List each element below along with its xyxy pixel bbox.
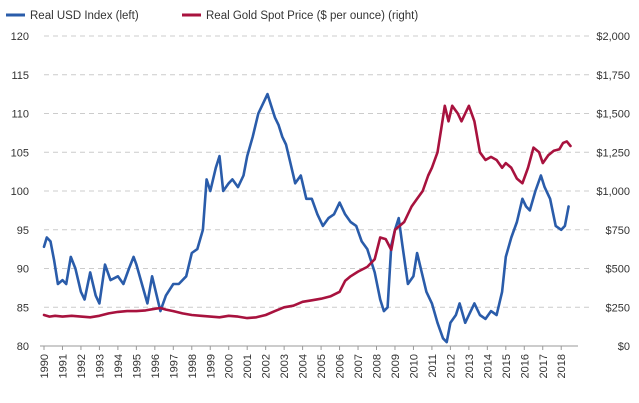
x-tick-label: 2014	[482, 354, 494, 378]
legend-label: Real USD Index (left)	[30, 10, 139, 22]
y-left-tick-label: 105	[11, 147, 29, 159]
y-right-tick-label: $1,750	[596, 70, 630, 82]
series-line-gold-price	[42, 104, 572, 320]
gridlines	[44, 35, 590, 308]
x-tick-label: 1997	[168, 354, 180, 378]
legend-label: Real Gold Spot Price ($ per ounce) (righ…	[206, 10, 418, 22]
y-right-tick-label: $500	[606, 264, 630, 276]
y-right-tick-label: $2,000	[596, 31, 630, 43]
y-left-tick-label: 80	[17, 341, 29, 353]
x-tick-label: 1994	[113, 354, 125, 378]
x-tick-label: 1995	[131, 354, 143, 378]
y-left-tick-label: 115	[11, 70, 29, 82]
legend: Real USD Index (left) Real Gold Spot Pric…	[6, 10, 418, 22]
series-line-usd-index	[42, 92, 570, 344]
x-tick-label: 2016	[519, 354, 531, 378]
x-tick-label: 2004	[298, 354, 310, 378]
x-tick-label: 2003	[279, 354, 291, 378]
x-tick-label: 2005	[316, 354, 328, 378]
x-tick-label: 1999	[205, 354, 217, 378]
x-tick-label: 2013	[464, 354, 476, 378]
x-tick-label: 2015	[501, 354, 513, 378]
x-tick-label: 2008	[372, 354, 384, 378]
x-tick-label: 2001	[242, 354, 254, 378]
x-tick-label: 2010	[408, 354, 420, 378]
x-tick-label: 2006	[335, 354, 347, 378]
x-tick-label: 2012	[445, 354, 457, 378]
x-tick-label: 1991	[57, 354, 69, 378]
y-right-tick-label: $250	[606, 302, 630, 314]
x-tick-label: 2007	[353, 354, 365, 378]
x-tick-label: 2011	[427, 354, 439, 378]
y-right-tick-label: $1,000	[596, 186, 630, 198]
series-lines	[42, 92, 572, 344]
x-tick-label: 1996	[150, 354, 162, 378]
y-right-tick-label: $0	[618, 341, 630, 353]
y-right-tick-label: $1,250	[596, 147, 630, 159]
x-tick-label: 1990	[39, 354, 51, 378]
y-left-tick-label: 110	[11, 109, 29, 121]
x-tick-label: 1992	[76, 354, 88, 378]
y-left-tick-label: 100	[11, 186, 29, 198]
y-right-tick-label: $1,500	[596, 109, 630, 121]
y-left-tick-label: 120	[11, 31, 29, 43]
y-left-tick-label: 95	[17, 225, 29, 237]
x-tick-label: 2002	[261, 354, 273, 378]
y-right-tick-label: $750	[606, 225, 630, 237]
x-tick-label: 2000	[224, 354, 236, 378]
y-left-tick-label: 85	[17, 302, 29, 314]
x-tick-label: 2009	[390, 354, 402, 378]
x-tick-label: 2018	[556, 354, 568, 378]
axes: 80 85 90 95 100 105 110 115 120 $0 $250 $500 $750 $1,…	[11, 31, 630, 378]
x-tick-label: 1998	[187, 354, 199, 378]
y-left-tick-label: 90	[17, 264, 29, 276]
x-tick-label: 1993	[94, 354, 106, 378]
x-tick-label: 2017	[538, 354, 550, 378]
